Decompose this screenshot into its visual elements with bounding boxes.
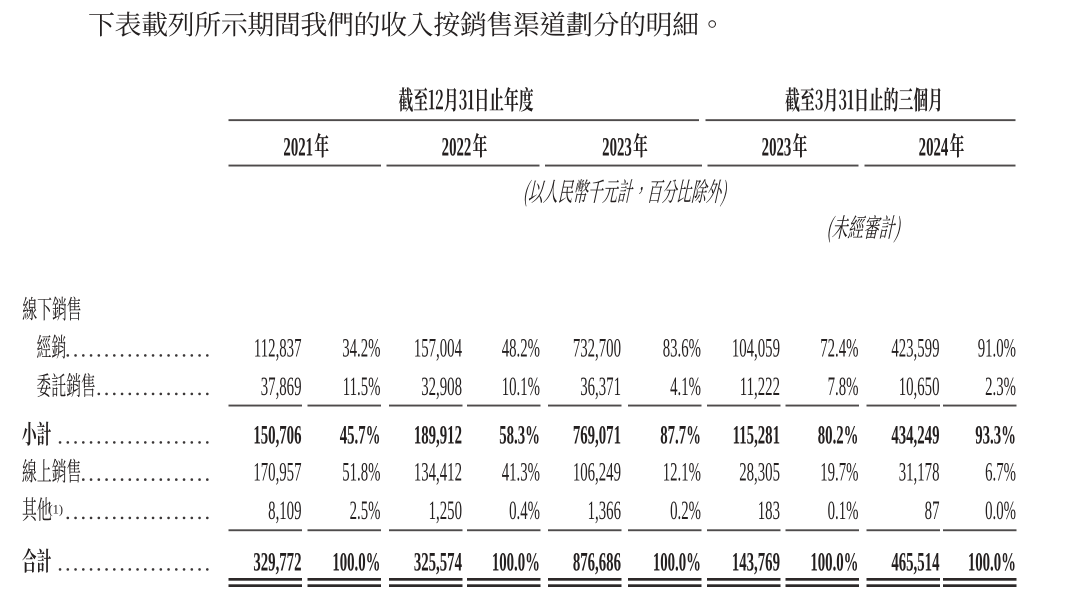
svg-text:10.1%: 10.1% [502,372,540,401]
svg-text:19.7%: 19.7% [820,457,858,486]
svg-text:104,059: 104,059 [732,333,780,362]
svg-text:36,371: 36,371 [580,372,621,401]
svg-text:8,109: 8,109 [268,496,301,525]
svg-text:100.0%: 100.0% [492,547,540,576]
svg-text:72.4%: 72.4% [820,333,858,362]
svg-text:4.1%: 4.1% [670,372,701,401]
svg-text:2023: 2023 [602,132,632,161]
svg-text:732,700: 732,700 [573,333,621,362]
svg-text:423,599: 423,599 [891,333,939,362]
svg-text:769,071: 769,071 [573,420,621,449]
svg-text:143,769: 143,769 [732,547,780,576]
svg-text:87: 87 [925,496,940,525]
svg-text:0.0%: 0.0% [985,496,1016,525]
svg-text:1,366: 1,366 [588,496,621,525]
svg-text:157,004: 157,004 [414,333,462,362]
svg-text:0.4%: 0.4% [509,496,540,525]
svg-text:(1): (1) [49,503,64,517]
svg-text:1,250: 1,250 [429,496,462,525]
svg-text:112,837: 112,837 [254,333,302,362]
svg-text:189,912: 189,912 [414,420,462,449]
svg-text:150,706: 150,706 [253,420,301,449]
svg-text:48.2%: 48.2% [502,333,540,362]
svg-text:465,514: 465,514 [891,547,939,576]
svg-text:80.2%: 80.2% [818,420,859,449]
svg-text:134,412: 134,412 [414,457,462,486]
svg-text:91.0%: 91.0% [978,333,1016,362]
svg-text:100.0%: 100.0% [810,547,858,576]
svg-text:41.3%: 41.3% [502,457,540,486]
svg-text:11.5%: 11.5% [343,372,381,401]
svg-text:2.5%: 2.5% [350,496,381,525]
svg-text:93.3%: 93.3% [975,420,1016,449]
svg-text:58.3%: 58.3% [499,420,540,449]
svg-text:45.7%: 45.7% [340,420,381,449]
svg-text:0.2%: 0.2% [670,496,701,525]
svg-text:12.1%: 12.1% [663,457,701,486]
svg-text:329,772: 329,772 [253,547,301,576]
svg-text:100.0%: 100.0% [332,547,380,576]
svg-text:876,686: 876,686 [573,547,621,576]
svg-text:11,222: 11,222 [740,372,780,401]
svg-text:28,305: 28,305 [739,457,780,486]
svg-text:100.0%: 100.0% [653,547,701,576]
svg-text:115,281: 115,281 [733,420,780,449]
svg-text:183: 183 [758,496,780,525]
svg-text:31,178: 31,178 [899,457,940,486]
svg-text:7.8%: 7.8% [828,372,859,401]
svg-text:170,957: 170,957 [253,457,301,486]
svg-text:2023: 2023 [762,132,792,161]
svg-text:34.2%: 34.2% [342,333,380,362]
svg-text:32,908: 32,908 [421,372,462,401]
svg-text:37,869: 37,869 [261,372,302,401]
svg-text:51.8%: 51.8% [342,457,380,486]
svg-text:106,249: 106,249 [573,457,621,486]
svg-text:0.1%: 0.1% [828,496,859,525]
svg-text:6.7%: 6.7% [985,457,1016,486]
svg-text:87.7%: 87.7% [660,420,701,449]
svg-text:2024: 2024 [919,132,949,161]
svg-text:100.0%: 100.0% [968,547,1016,576]
svg-text:10,650: 10,650 [899,372,940,401]
svg-text:83.6%: 83.6% [663,333,701,362]
svg-text:325,574: 325,574 [414,547,462,576]
svg-text:2.3%: 2.3% [985,372,1016,401]
svg-text:2021: 2021 [283,132,313,161]
svg-text:434,249: 434,249 [891,420,939,449]
svg-text:2022: 2022 [442,132,472,161]
